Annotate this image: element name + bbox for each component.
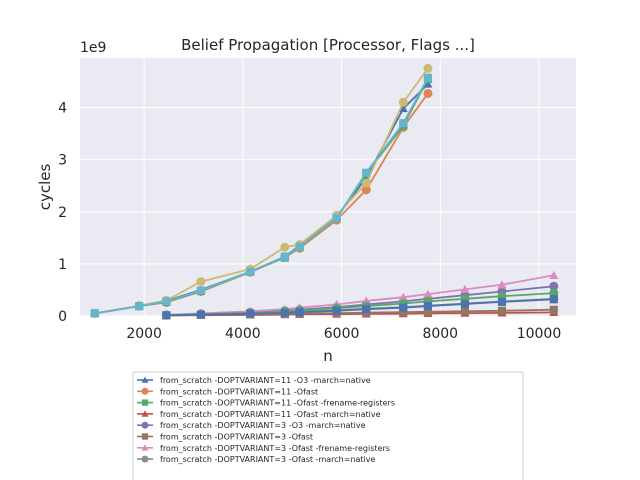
data-point [361, 178, 371, 188]
data-point [399, 119, 408, 128]
data-point [497, 280, 507, 289]
data-point [497, 306, 507, 315]
data-point [460, 307, 470, 316]
legend-marker [141, 376, 149, 383]
legend-frame [132, 371, 524, 480]
data-point [280, 308, 289, 317]
legend-marker [141, 399, 149, 406]
y-axis-label: cycles [36, 164, 54, 211]
legend-entry: from_scratch -DOPTVARIANT=3 -Ofast -fren… [137, 444, 390, 453]
data-point [362, 168, 371, 177]
data-point [399, 303, 408, 312]
legend-label: from_scratch -DOPTVARIANT=11 -Ofast [160, 387, 318, 396]
data-point [423, 63, 433, 73]
x-tick-label: 8000 [422, 326, 458, 342]
legend-entry: from_scratch -DOPTVARIANT=11 -Ofast -fre… [137, 399, 395, 408]
legend-entry: from_scratch -DOPTVARIANT=11 -Ofast [137, 387, 318, 396]
data-point [162, 311, 171, 320]
data-point [549, 305, 558, 314]
y-tick-label: 0 [58, 309, 67, 325]
legend-entry: from_scratch -DOPTVARIANT=11 -Ofast -mar… [137, 410, 381, 419]
data-point [423, 289, 433, 298]
legend-marker [141, 410, 149, 417]
data-point [398, 97, 408, 107]
x-axis-label: n [323, 347, 333, 365]
legend-label: from_scratch -DOPTVARIANT=3 -Ofast [160, 433, 313, 442]
y-tick-label: 1 [58, 257, 67, 273]
legend-label: from_scratch -DOPTVARIANT=3 -Ofast -marc… [160, 455, 376, 464]
x-tick-label: 2000 [126, 326, 162, 342]
data-point [423, 307, 432, 316]
data-point [246, 309, 255, 318]
data-point [423, 302, 432, 311]
x-tick-label: 4000 [225, 326, 261, 342]
data-point [196, 286, 205, 295]
legend-label: from_scratch -DOPTVARIANT=11 -Ofast -fre… [160, 399, 395, 408]
legend-label: from_scratch -DOPTVARIANT=3 -Ofast -fren… [160, 444, 390, 453]
data-point [196, 310, 205, 319]
legend-marker [141, 433, 149, 440]
data-point [423, 79, 433, 88]
data-point [295, 242, 304, 251]
data-point [423, 88, 433, 98]
y-offset-label: 1e9 [80, 40, 106, 56]
tick-labels: 2000 4000 6000 8000 10000 0 1 2 3 4 [58, 101, 561, 342]
legend-label: from_scratch -DOPTVARIANT=11 -Ofast -mar… [160, 410, 381, 419]
y-tick-label: 4 [58, 101, 67, 117]
series-11 [162, 295, 558, 320]
series-line [166, 298, 554, 317]
legend: from_scratch -DOPTVARIANT=11 -O3 -march=… [132, 371, 524, 480]
data-point [295, 308, 304, 317]
data-point [362, 305, 371, 314]
legend-marker [141, 387, 149, 395]
data-point [246, 267, 255, 276]
data-point [460, 299, 470, 309]
y-tick-label: 3 [58, 153, 67, 169]
data-point [460, 284, 470, 294]
legend-entry: from_scratch -DOPTVARIANT=11 -O3 -march=… [137, 376, 371, 385]
data-point [196, 277, 206, 287]
data-point [332, 213, 341, 223]
y-tick-label: 2 [58, 205, 67, 221]
legend-entry: from_scratch -DOPTVARIANT=3 -O3 -march=n… [137, 421, 366, 430]
legend-marker [141, 421, 149, 429]
data-point [398, 104, 408, 113]
data-point [423, 73, 432, 82]
series-layer [90, 63, 559, 320]
data-point [549, 295, 558, 304]
chart-title: Belief Propagation [Processor, Flags ...… [181, 36, 475, 54]
legend-label: from_scratch -DOPTVARIANT=3 -O3 -march=n… [160, 421, 366, 430]
legend-marker [141, 444, 149, 451]
data-point [332, 306, 341, 315]
data-point [399, 308, 408, 317]
legend-marker [141, 455, 149, 463]
data-point [497, 297, 507, 306]
legend-entry: from_scratch -DOPTVARIANT=3 -Ofast -marc… [137, 455, 376, 464]
data-point [549, 281, 559, 291]
data-point [398, 292, 408, 301]
data-point [280, 252, 289, 261]
data-point [549, 270, 559, 279]
data-point [162, 297, 171, 306]
legend-label: from_scratch -DOPTVARIANT=11 -O3 -march=… [160, 376, 371, 385]
series-9 [90, 73, 432, 318]
legend-entry: from_scratch -DOPTVARIANT=3 -Ofast [137, 433, 313, 442]
x-tick-label: 10000 [517, 326, 562, 342]
data-point [135, 302, 144, 311]
plot-background [80, 58, 576, 316]
data-point [361, 185, 371, 195]
x-tick-label: 6000 [324, 326, 360, 342]
data-point [90, 309, 99, 318]
series-line [166, 274, 554, 316]
data-point [280, 242, 290, 252]
